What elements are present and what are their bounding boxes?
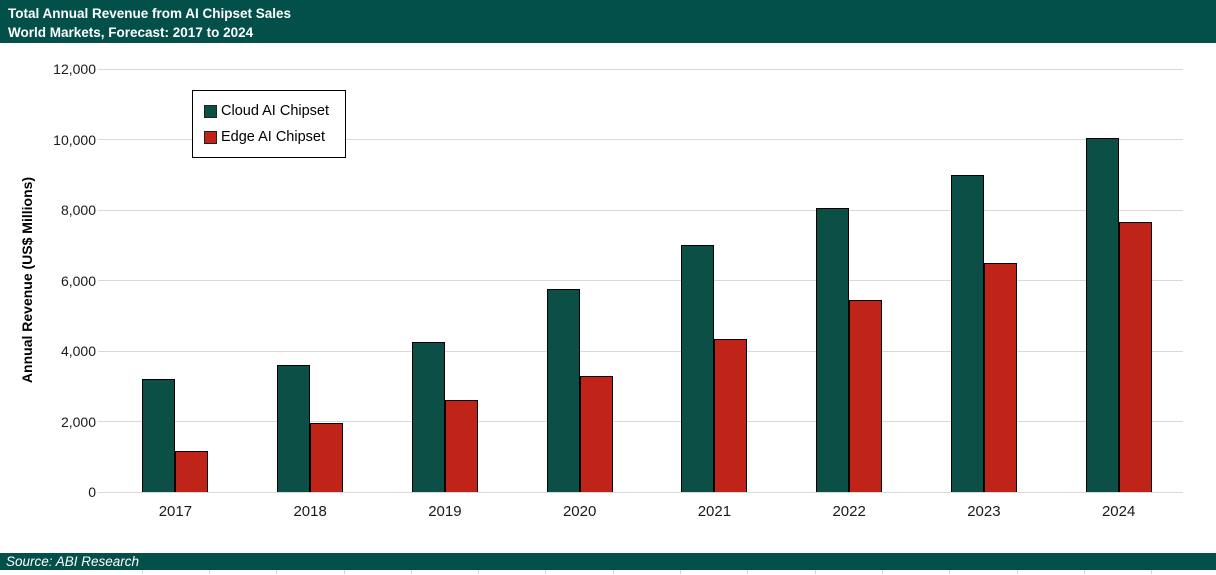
x-tick-label: 2021 <box>697 503 732 520</box>
gridline <box>98 139 1183 140</box>
chart-subtitle: World Markets, Forecast: 2017 to 2024 <box>8 25 254 40</box>
legend-label: Cloud AI Chipset <box>221 103 330 119</box>
bottom-tick <box>1151 570 1152 574</box>
gridline <box>98 421 1183 422</box>
bottom-tick <box>276 570 277 574</box>
bar-cloud-2024 <box>1085 138 1119 492</box>
bar-edge-2024 <box>1118 222 1152 492</box>
bar-edge-2018 <box>310 423 344 492</box>
bottom-tick <box>344 570 345 574</box>
bar-cloud-2018 <box>277 365 311 492</box>
x-tick-label: 2017 <box>158 503 193 520</box>
bar-cloud-2017 <box>142 379 176 492</box>
bar-cloud-2019 <box>411 342 445 492</box>
bar-cloud-2023 <box>950 175 984 492</box>
chart-title: Total Annual Revenue from AI Chipset Sal… <box>8 6 292 21</box>
bar-edge-2022 <box>849 300 883 492</box>
y-tick-label: 8,000 <box>60 202 96 218</box>
x-tick-label: 2024 <box>1101 503 1136 520</box>
gridline <box>98 280 1183 281</box>
plot-area: Cloud AI Chipset Edge AI Chipset <box>98 68 1183 493</box>
y-tick-label: 0 <box>88 484 96 500</box>
bar-edge-2019 <box>444 400 478 492</box>
bar-edge-2017 <box>175 451 209 492</box>
bottom-tick <box>1084 570 1085 574</box>
source-bar: Source: ABI Research <box>0 553 1216 570</box>
y-tick-label: 2,000 <box>60 413 96 430</box>
y-tick-label: 4,000 <box>60 343 96 359</box>
bottom-tick <box>545 570 546 574</box>
y-tick-label: 10,000 <box>53 131 96 148</box>
bar-edge-2020 <box>579 376 613 492</box>
bottom-tick <box>949 570 950 574</box>
x-tick-label: 2019 <box>428 503 462 520</box>
bottom-tick <box>747 570 748 574</box>
bottom-tick <box>209 570 210 574</box>
bar-edge-2021 <box>714 339 748 492</box>
gridline <box>98 350 1183 352</box>
bottom-tick <box>411 570 412 574</box>
x-tick-label: 2022 <box>832 503 866 520</box>
gridline <box>98 491 1183 493</box>
source-text: Source: ABI Research <box>6 554 140 569</box>
bottom-tick <box>882 570 883 574</box>
bottom-tick <box>680 570 681 574</box>
title-bar: Total Annual Revenue from AI Chipset Sal… <box>0 0 1216 43</box>
y-axis-labels: 0 2,000 4,000 6,000 8,000 10,000 12,000 <box>0 61 96 500</box>
bottom-tick <box>613 570 614 574</box>
bar-cloud-2022 <box>816 208 850 492</box>
bottom-tick-strip <box>0 570 1216 575</box>
bar-edge-2023 <box>983 263 1017 492</box>
legend-item: Cloud AI Chipset <box>204 103 329 119</box>
x-tick-label: 2018 <box>293 503 327 520</box>
bar-cloud-2021 <box>681 245 715 492</box>
bottom-tick <box>1017 570 1018 574</box>
legend-swatch-icon <box>204 130 217 144</box>
legend-label: Edge AI Chipset <box>221 129 325 145</box>
bottom-tick <box>142 570 143 574</box>
gridline <box>98 209 1183 211</box>
legend-swatch-icon <box>204 104 217 118</box>
legend-item: Edge AI Chipset <box>204 129 329 145</box>
legend: Cloud AI Chipset Edge AI Chipset <box>192 90 347 158</box>
bar-cloud-2020 <box>546 289 580 492</box>
bottom-tick <box>815 570 816 574</box>
y-tick-label: 12,000 <box>53 61 96 77</box>
x-axis-labels: 2017 2018 2019 2020 2021 2022 2023 2024 <box>105 503 1183 523</box>
gridline <box>98 68 1183 70</box>
bottom-tick <box>478 570 479 574</box>
x-tick-label: 2020 <box>562 503 597 520</box>
x-tick-label: 2023 <box>967 503 1001 520</box>
y-tick-label: 6,000 <box>60 272 96 289</box>
